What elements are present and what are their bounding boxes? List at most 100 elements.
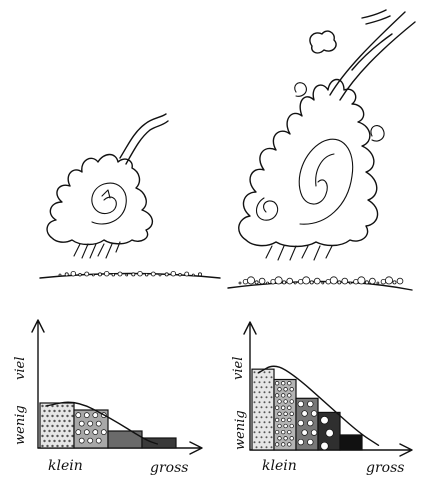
spiral-vortex: [298, 138, 354, 225]
grain: [258, 391, 261, 394]
grain: [297, 438, 304, 446]
grain: [268, 371, 271, 374]
grain: [265, 396, 268, 399]
grain: [325, 428, 334, 438]
pebble: [91, 273, 95, 277]
grain: [260, 376, 263, 379]
grain: [270, 396, 273, 399]
grain: [289, 387, 294, 392]
small-vortex: [255, 197, 279, 221]
grain: [277, 423, 282, 429]
grain: [43, 429, 46, 433]
grain: [281, 429, 286, 435]
pebble: [158, 273, 162, 277]
grain: [53, 429, 56, 433]
grain: [46, 414, 49, 418]
grain: [265, 426, 268, 429]
grain: [265, 446, 268, 449]
grain: [75, 429, 82, 435]
grain: [270, 406, 273, 409]
pebble: [144, 273, 149, 277]
pebble: [170, 271, 176, 277]
grain: [61, 444, 64, 448]
grain: [51, 444, 54, 448]
pebble: [348, 281, 352, 285]
grain: [274, 429, 280, 435]
grain: [283, 411, 288, 416]
grain: [287, 381, 292, 386]
grain: [258, 411, 261, 414]
grain: [61, 404, 64, 408]
grain: [56, 444, 59, 448]
grain: [268, 401, 271, 404]
bar-group: [251, 368, 363, 451]
grain: [61, 434, 64, 438]
pebble: [191, 273, 195, 277]
grain: [270, 446, 273, 449]
grain: [255, 446, 258, 449]
pebble: [341, 277, 349, 285]
grain: [297, 400, 304, 408]
grain-size-chart-small: viel wenig klein gross: [13, 319, 203, 476]
grain: [281, 417, 286, 423]
bar-3: [107, 430, 143, 449]
grain: [258, 381, 261, 384]
grain: [277, 387, 282, 392]
grain: [260, 406, 263, 409]
grain: [61, 414, 64, 418]
grain: [274, 381, 280, 386]
grain: [268, 431, 271, 434]
pebble: [337, 280, 342, 285]
grain: [258, 401, 261, 404]
pebble: [131, 272, 136, 277]
cloud-top-puff: [309, 30, 337, 54]
grain: [78, 437, 85, 444]
pebble: [357, 276, 366, 285]
debris-stream: [119, 113, 169, 165]
grain: [277, 399, 282, 404]
pebble: [380, 279, 387, 285]
grain: [48, 419, 51, 423]
grain: [263, 381, 266, 384]
grain: [283, 387, 288, 392]
grain: [310, 429, 318, 436]
grain: [75, 412, 82, 418]
grain: [283, 423, 288, 429]
cloud-outline: [238, 78, 379, 248]
grain: [63, 429, 66, 433]
grain: [43, 439, 46, 443]
grain: [56, 404, 59, 408]
grain: [268, 441, 271, 444]
pebble: [369, 277, 376, 285]
pebble: [125, 273, 129, 277]
grain: [43, 419, 46, 423]
grain: [87, 437, 94, 444]
spiral-vortex-inner: [315, 153, 335, 187]
pebble: [178, 273, 182, 277]
grain: [41, 434, 44, 438]
pebble: [111, 273, 115, 277]
grain: [255, 406, 258, 409]
ground-debris: [58, 271, 202, 277]
grain: [253, 391, 256, 394]
x-label-left: klein: [48, 458, 83, 474]
grain: [260, 446, 263, 449]
grain: [41, 444, 44, 448]
distribution-curve: [45, 401, 158, 445]
pebble: [364, 280, 369, 285]
grain: [263, 421, 266, 424]
pebble: [58, 273, 62, 277]
grain: [66, 434, 69, 438]
pebble: [384, 276, 393, 285]
grain: [281, 381, 286, 386]
grain: [281, 405, 286, 410]
grain: [287, 405, 292, 410]
grain: [48, 409, 51, 413]
grain: [263, 401, 266, 404]
cloud-outline: [46, 153, 153, 246]
grain: [48, 429, 51, 433]
y-label-bottom: wenig: [13, 405, 28, 445]
grain: [68, 409, 71, 413]
grain: [78, 420, 85, 427]
grain: [53, 419, 56, 423]
